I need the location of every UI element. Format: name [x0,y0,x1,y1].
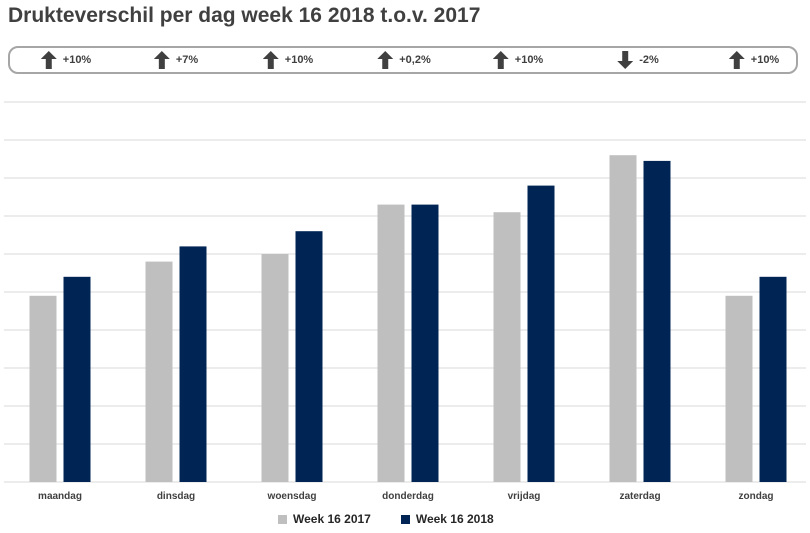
legend-entry-2017: Week 16 2017 [278,512,371,526]
change-label: +7% [175,54,199,66]
arrow-up-icon [262,51,279,69]
bar-dinsdag-2018 [179,246,207,482]
bar-zondag-2018 [759,276,787,482]
bar-woensdag-2017 [261,254,289,482]
x-tick-label-maandag: maandag [38,491,82,502]
bar-zaterdag-2017 [609,155,637,482]
arrow-up-icon [40,51,57,69]
arrow-up-icon [492,51,509,69]
change-item-maandag: +10% [40,48,92,72]
bar-zaterdag-2018 [643,160,671,482]
change-item-woensdag: +10% [262,48,314,72]
x-axis-labels: maandag dinsdag woensdag donderdag vrijdag za… [38,491,773,502]
change-label: +10% [514,54,544,66]
bar-vrijdag-2017 [493,212,521,482]
x-tick-label-zondag: zondag [739,491,774,502]
bar-vrijdag-2018 [527,185,555,482]
change-item-zaterdag: -2% [617,48,659,72]
legend-swatch-2017 [278,514,287,524]
change-label: +0,2% [399,54,431,66]
x-tick-label-donderdag: donderdag [382,491,434,502]
arrow-up-icon [377,51,394,69]
bar-donderdag-2017 [377,204,405,482]
x-tick-label-vrijdag: vrijdag [508,491,541,502]
legend-label-2018: Week 16 2018 [415,512,494,526]
legend-swatch-2018 [400,514,410,524]
arrow-down-icon [617,51,634,69]
change-label: +10% [62,54,92,66]
change-item-donderdag: +0,2% [377,48,431,72]
change-item-zondag: +10% [728,48,780,72]
bar-donderdag-2018 [411,204,439,482]
x-tick-label-zaterdag: zaterdag [619,491,660,502]
bars [29,155,787,482]
change-label: -2% [639,54,659,66]
gridlines [4,101,806,483]
arrow-up-icon [728,51,745,69]
bar-maandag-2017 [29,295,57,482]
legend: Week 16 2017 Week 16 2018 [278,512,524,526]
bar-chart: maandag dinsdag woensdag donderdag vrijdag za… [4,101,806,502]
x-tick-label-woensdag: woensdag [267,491,317,502]
bar-zondag-2017 [725,295,753,482]
change-label: +10% [750,54,780,66]
bar-maandag-2018 [63,276,91,482]
legend-label-2017: Week 16 2017 [293,512,371,526]
arrow-up-icon [153,51,170,69]
change-item-dinsdag: +7% [153,48,199,72]
x-tick-label-dinsdag: dinsdag [157,491,195,502]
bar-woensdag-2018 [295,231,323,482]
change-item-vrijdag: +10% [492,48,544,72]
change-strip: +10% +7% +10% +0,2% +10% -2% +10% [8,46,798,74]
legend-entry-2018: Week 16 2018 [400,512,494,526]
chart-title: Drukteverschil per dag week 16 2018 t.o.… [8,4,481,27]
change-label: +10% [284,54,314,66]
bar-dinsdag-2017 [145,261,173,482]
